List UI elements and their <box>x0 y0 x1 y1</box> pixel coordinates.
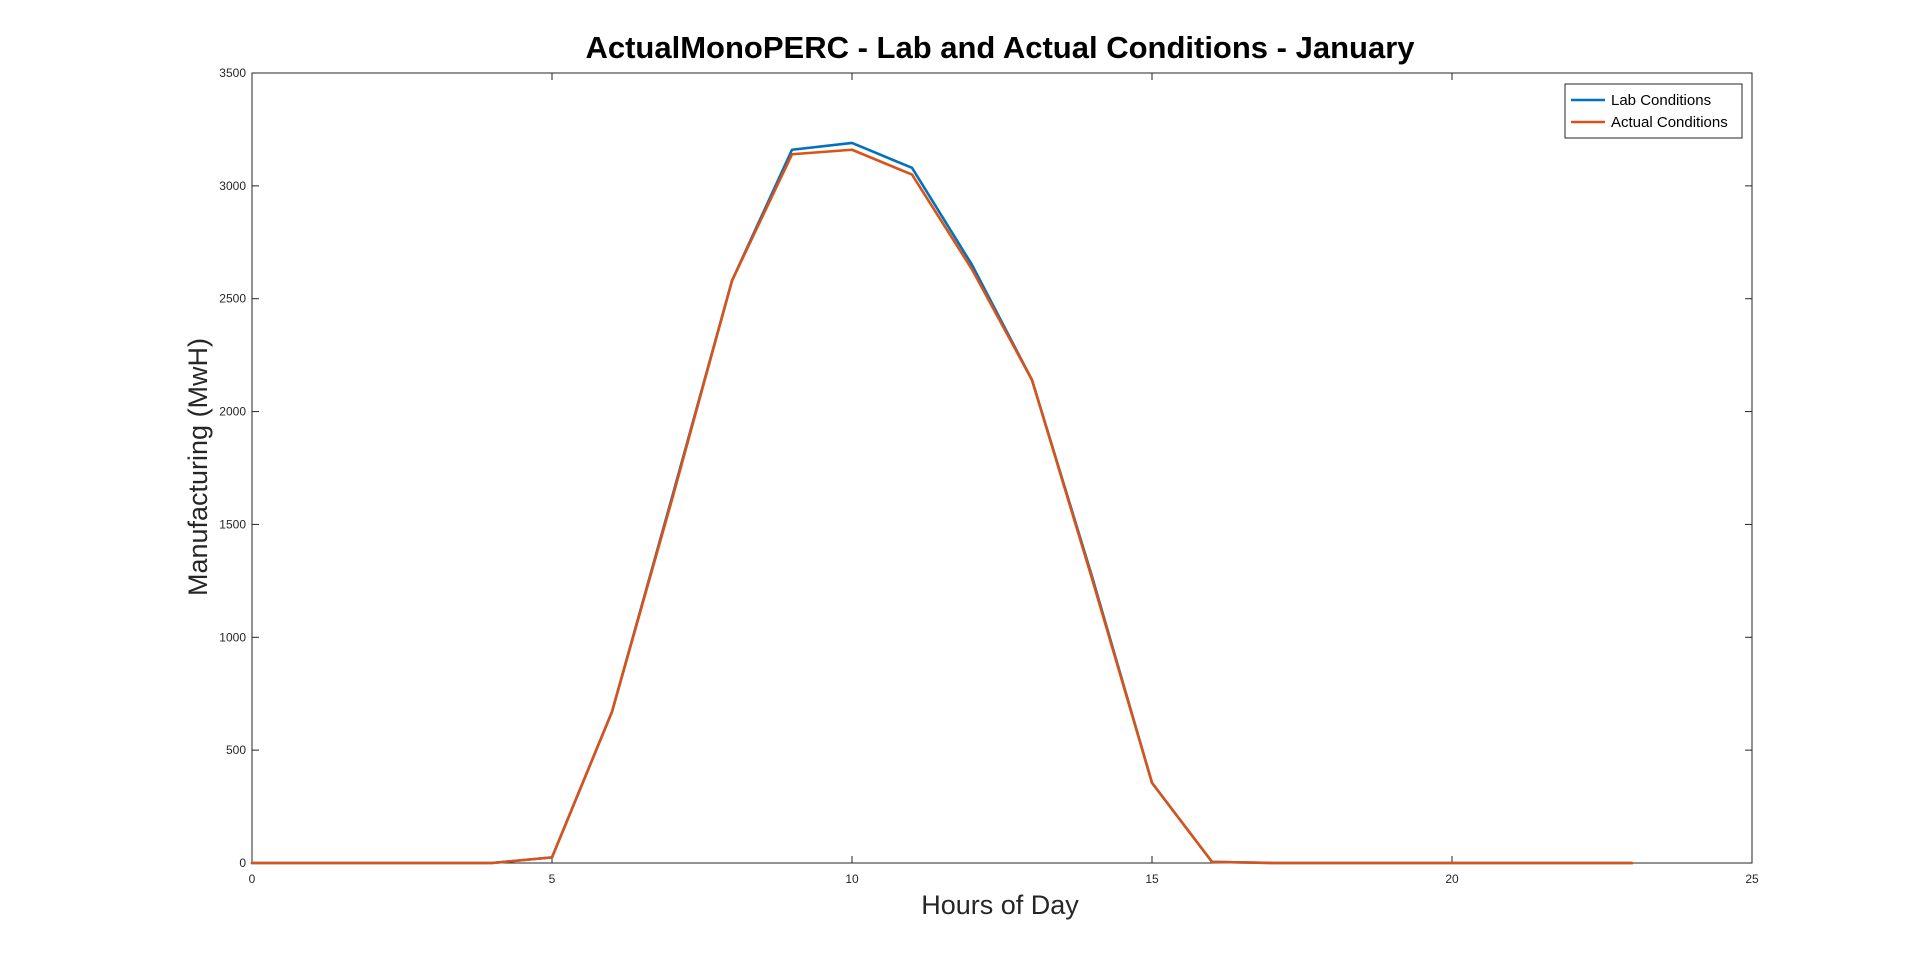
data-series <box>250 141 1634 865</box>
y-axis-label: Manufacturing (MwH) <box>183 338 213 596</box>
x-tick-label: 0 <box>249 872 256 886</box>
x-tick-label: 25 <box>1745 872 1759 886</box>
plot-area-box <box>251 72 1753 864</box>
x-tick-label: 5 <box>549 872 556 886</box>
y-tick-label: 2500 <box>219 292 246 306</box>
x-tick-label: 20 <box>1445 872 1459 886</box>
y-tick-label: 500 <box>226 743 246 757</box>
axis-ticks: 0 5 10 15 20 25 0 500 1000 1500 2000 2500 3000 3500 <box>219 66 1759 886</box>
legend-label-actual-conditions: Actual Conditions <box>1611 114 1728 131</box>
x-tick-label: 10 <box>845 872 859 886</box>
y-tick-label: 1000 <box>219 630 246 644</box>
chart-title: ActualMonoPERC - Lab and Actual Conditio… <box>585 30 1415 65</box>
x-tick-label: 15 <box>1145 872 1159 886</box>
plot-axes <box>251 72 1753 864</box>
y-tick-label: 3000 <box>219 179 246 193</box>
y-tick-label: 0 <box>239 856 246 870</box>
y-tick-label: 3500 <box>219 66 246 80</box>
legend: Lab Conditions Actual Conditions <box>1564 83 1743 139</box>
legend-label-lab-conditions: Lab Conditions <box>1611 92 1711 109</box>
y-tick-label: 1500 <box>219 517 246 531</box>
legend-box <box>1564 83 1743 139</box>
x-axis-label: Hours of Day <box>921 890 1079 920</box>
y-tick-label: 2000 <box>219 405 246 419</box>
series-line-actual-conditions <box>250 148 1634 865</box>
